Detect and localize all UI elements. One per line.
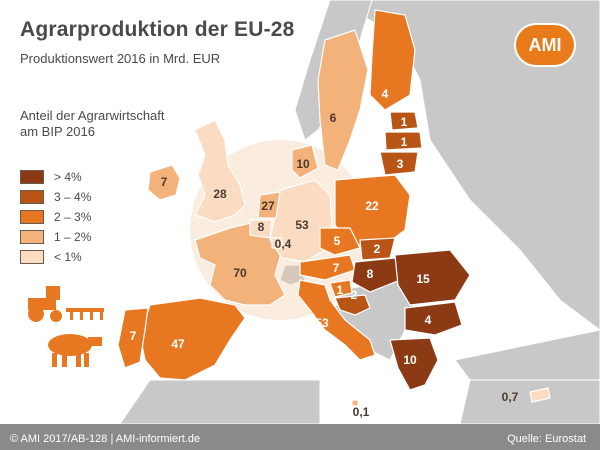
value-denmark: 10 (296, 157, 310, 171)
country-bulgaria (404, 301, 463, 336)
value-slovakia: 2 (374, 242, 381, 256)
country-luxembourg (271, 237, 283, 249)
tractor-icon (28, 286, 104, 322)
value-spain: 47 (171, 337, 185, 351)
legend-item: < 1% (20, 247, 170, 267)
legend-item: 1 – 2% (20, 227, 170, 247)
value-greece: 10 (403, 353, 417, 367)
value-czechia: 5 (334, 234, 341, 248)
country-hungary (351, 257, 401, 293)
value-ireland: 7 (161, 175, 168, 189)
country-cyprus (529, 387, 551, 403)
footer-source: Quelle: Eurostat (507, 433, 586, 445)
page-title: Agrarproduktion der EU-28 (20, 18, 295, 41)
country-austria (299, 254, 356, 281)
value-romania: 15 (416, 272, 430, 286)
value-croatia: 2 (351, 288, 358, 302)
country-latvia (384, 131, 423, 151)
country-portugal (117, 307, 149, 369)
value-germany: 53 (295, 218, 309, 232)
country-germany (269, 179, 333, 263)
legend-swatch (20, 230, 44, 244)
country-values: 7 28 70 47 7 53 53 27 8 0,4 10 6 4 1 1 3… (130, 87, 519, 419)
value-lithuania: 3 (397, 157, 404, 171)
country-greece (389, 337, 439, 391)
country-lithuania (379, 151, 419, 176)
value-italy: 53 (315, 316, 329, 330)
country-slovenia (329, 279, 353, 298)
value-cyprus: 0,7 (502, 390, 519, 404)
eu-countries (117, 9, 551, 407)
footer-credit: © AMI 2017/AB-128 | AMI-informiert.de (10, 433, 201, 445)
country-netherlands (257, 191, 281, 219)
legend-swatch (20, 250, 44, 264)
value-uk: 28 (213, 187, 227, 201)
legend-swatch (20, 190, 44, 204)
country-ireland (147, 164, 181, 201)
legend-label: 2 – 3% (54, 210, 92, 224)
value-estonia: 1 (401, 115, 408, 129)
value-poland: 22 (365, 199, 379, 213)
legend-item: 2 – 3% (20, 207, 170, 227)
country-estonia (389, 111, 419, 131)
country-italy (297, 279, 376, 361)
value-bulgaria: 4 (425, 313, 432, 327)
value-malta: 0,1 (353, 405, 370, 419)
country-sweden (317, 29, 369, 171)
value-finland: 4 (382, 87, 389, 101)
country-malta (351, 399, 359, 407)
legend: > 4% 3 – 4% 2 – 3% 1 – 2% < 1% (20, 167, 170, 267)
ami-logo: AMI (516, 25, 574, 65)
country-finland (369, 9, 416, 111)
legend-swatch (20, 170, 44, 184)
legend-item: > 4% (20, 167, 170, 187)
value-netherlands: 27 (261, 199, 275, 213)
footer (0, 424, 600, 450)
value-belgium: 8 (258, 220, 265, 234)
page-subtitle: Produktionswert 2016 in Mrd. EUR (20, 51, 221, 66)
legend-label: > 4% (54, 170, 82, 184)
legend-swatch (20, 210, 44, 224)
cow-icon (48, 334, 102, 367)
value-austria: 7 (333, 261, 340, 275)
country-belgium (249, 219, 273, 239)
value-slovenia: 1 (337, 283, 344, 297)
legend-item: 3 – 4% (20, 187, 170, 207)
value-hungary: 8 (367, 267, 374, 281)
country-croatia (334, 294, 371, 316)
value-france: 70 (233, 266, 247, 280)
country-czechia (319, 227, 361, 256)
value-sweden: 6 (330, 111, 337, 125)
legend-label: < 1% (54, 250, 82, 264)
country-denmark (291, 144, 319, 179)
legend-title: Anteil der Agrarwirtschaft am BIP 2016 (20, 108, 165, 139)
value-latvia: 1 (401, 135, 408, 149)
country-romania (394, 249, 471, 306)
country-uk (194, 119, 246, 223)
value-portugal: 7 (130, 329, 137, 343)
country-spain (139, 297, 246, 381)
value-luxembourg: 0,4 (275, 237, 292, 251)
legend-label: 1 – 2% (54, 230, 92, 244)
legend-label: 3 – 4% (54, 190, 92, 204)
